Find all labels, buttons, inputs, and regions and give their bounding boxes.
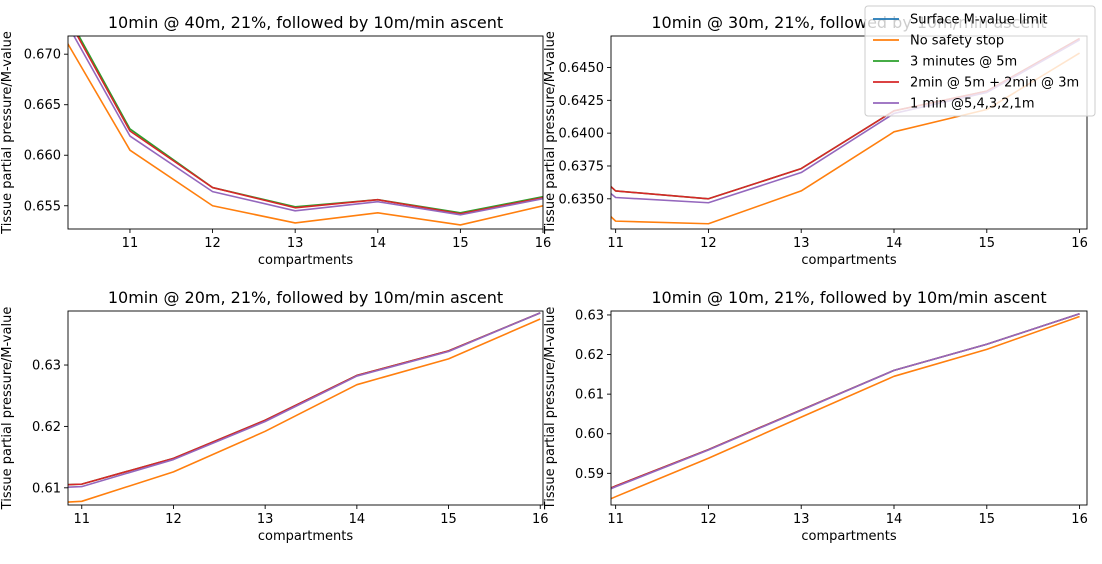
legend-label: 1 min @5,4,3,2,1m	[910, 97, 1035, 112]
y-tick-label: 0.670	[24, 48, 61, 63]
y-tick-label: 0.6425	[559, 94, 605, 109]
y-tick-label: 0.6350	[559, 192, 605, 207]
x-tick-label: 15	[452, 236, 469, 251]
legend-label: No safety stop	[910, 34, 1004, 49]
y-tick-label: 0.61	[32, 481, 61, 496]
y-tick-label: 0.59	[575, 467, 604, 482]
x-tick-label: 11	[122, 236, 139, 251]
x-axis-label: compartments	[801, 253, 896, 268]
series-line-3	[76, 36, 543, 215]
y-tick-label: 0.6400	[559, 127, 605, 142]
legend-entry: 1 min @5,4,3,2,1m	[873, 97, 1035, 112]
y-tick-label: 0.61	[575, 388, 604, 403]
chart-title: 10min @ 40m, 21%, followed by 10m/min as…	[108, 13, 503, 32]
series-line-3	[68, 312, 541, 486]
y-axis-label: Tissue partial pressure/M-value	[0, 307, 15, 511]
y-tick-label: 0.6375	[559, 159, 605, 174]
axes-frame	[67, 35, 544, 230]
x-tick-label: 11	[607, 512, 624, 527]
chart-title: 10min @ 20m, 21%, followed by 10m/min as…	[108, 288, 503, 307]
x-tick-label: 16	[535, 236, 552, 251]
x-tick-label: 16	[532, 512, 549, 527]
x-tick-label: 14	[349, 512, 366, 527]
legend-label: 2min @ 5m + 2min @ 3m	[910, 76, 1079, 91]
series-line-2	[78, 36, 543, 214]
x-tick-label: 14	[370, 236, 387, 251]
x-tick-label: 12	[204, 236, 221, 251]
axes-frame	[67, 310, 544, 506]
x-tick-label: 13	[793, 236, 810, 251]
series-line-1	[68, 42, 543, 226]
legend-label: 3 minutes @ 5m	[910, 55, 1017, 70]
x-tick-label: 13	[793, 512, 810, 527]
legend-entry: 3 minutes @ 5m	[873, 55, 1017, 70]
y-tick-label: 0.655	[24, 199, 61, 214]
x-tick-label: 12	[700, 512, 717, 527]
series-line-4	[73, 36, 543, 216]
legend-label: Surface M-value limit	[910, 13, 1047, 28]
legend-entry: 2min @ 5m + 2min @ 3m	[873, 76, 1079, 91]
x-tick-label: 13	[257, 512, 274, 527]
y-tick-label: 0.665	[24, 98, 61, 113]
series-line-1	[68, 318, 541, 503]
x-axis-label: compartments	[801, 529, 896, 544]
legend-entry: Surface M-value limit	[873, 13, 1047, 28]
x-tick-label: 14	[886, 236, 903, 251]
chart-panel-4: 11 12 13 14 15 16 0.59 0.60 0.61 0.62 0.63 10min @ …	[543, 288, 1088, 544]
y-tick-label: 0.63	[32, 359, 61, 374]
series-line-4	[68, 312, 541, 489]
y-tick-label: 0.6450	[559, 61, 605, 76]
y-axis-label: Tissue partial pressure/M-value	[543, 307, 558, 511]
y-tick-label: 0.62	[575, 348, 604, 363]
x-tick-label: 11	[73, 512, 90, 527]
chart-title: 10min @ 10m, 21%, followed by 10m/min as…	[651, 288, 1046, 307]
chart-panel-1: 11 12 13 14 15 16 0.655 0.660 0.665 0.670 10min @ …	[0, 13, 552, 268]
x-tick-label: 14	[886, 512, 903, 527]
y-axis-label: Tissue partial pressure/M-value	[0, 31, 15, 235]
x-tick-label: 16	[1071, 236, 1088, 251]
x-tick-label: 15	[979, 512, 996, 527]
series-line-4	[611, 313, 1080, 490]
x-tick-label: 15	[979, 236, 996, 251]
y-tick-label: 0.60	[575, 427, 604, 442]
legend-entry: No safety stop	[873, 34, 1004, 49]
x-tick-label: 16	[1071, 512, 1088, 527]
legend: Surface M-value limit No safety stop 3 min…	[864, 5, 1096, 117]
axes-frame	[610, 310, 1088, 506]
series-line-2	[68, 312, 541, 486]
series-line-1	[611, 315, 1080, 500]
y-tick-label: 0.63	[575, 308, 604, 323]
x-tick-label: 13	[287, 236, 304, 251]
y-axis-label: Tissue partial pressure/M-value	[543, 31, 558, 235]
legend-box	[864, 5, 1096, 117]
x-axis-label: compartments	[258, 529, 353, 544]
x-axis-label: compartments	[258, 253, 353, 268]
y-tick-label: 0.660	[24, 149, 61, 164]
x-tick-label: 12	[700, 236, 717, 251]
y-tick-label: 0.62	[32, 420, 61, 435]
axes-frame	[610, 35, 1088, 230]
x-tick-label: 11	[607, 236, 624, 251]
x-tick-label: 15	[440, 512, 457, 527]
chart-panel-3: 11 12 13 14 15 16 0.61 0.62 0.63 10min @ 20m, 21%…	[0, 288, 549, 544]
x-tick-label: 12	[165, 512, 182, 527]
